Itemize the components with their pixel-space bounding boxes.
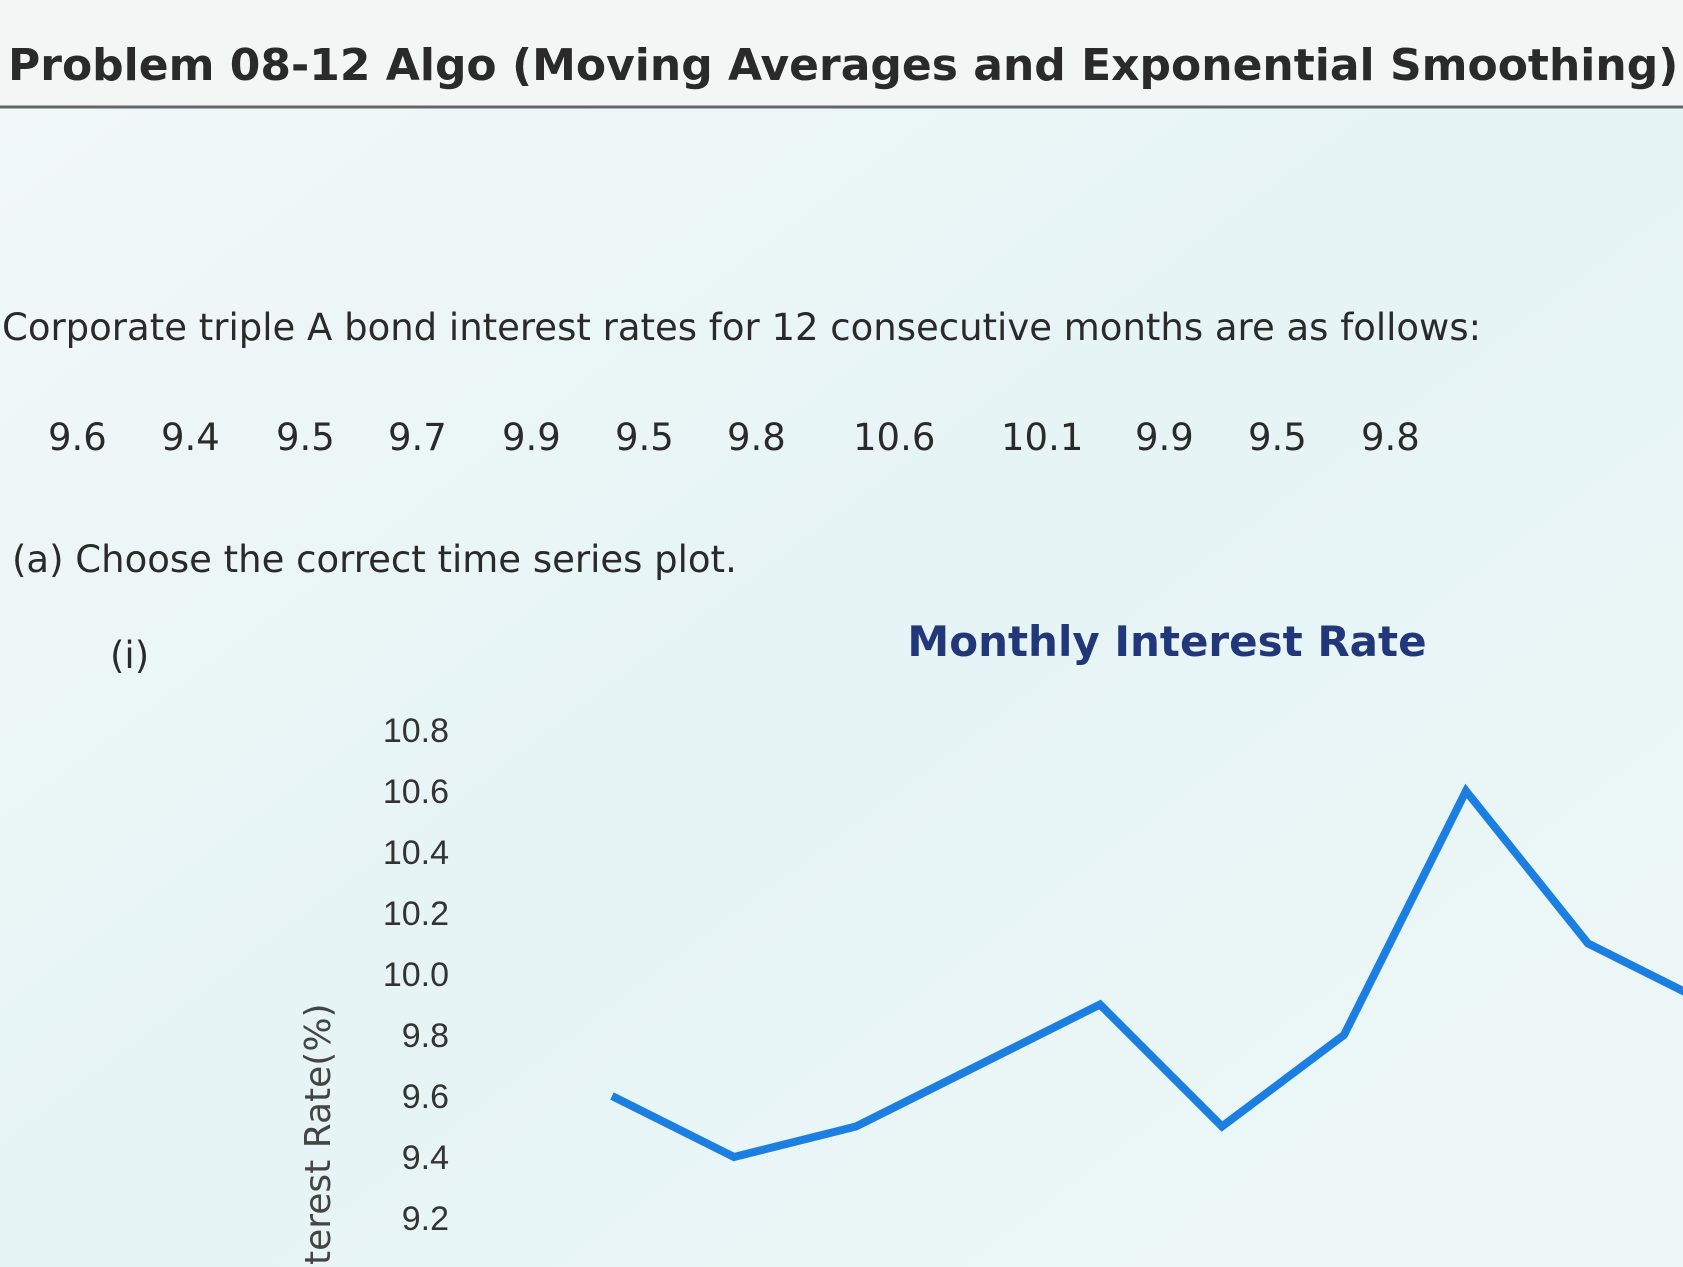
rate-value: 9.9 [1135,416,1194,459]
y-tick-label: 10.8 [383,712,449,750]
rate-value: 9.5 [1248,416,1307,459]
rate-value: 9.5 [276,416,335,459]
rate-value: 9.9 [502,416,561,459]
y-axis-label: terest Rate(%) [298,1003,339,1265]
y-tick-label: 10.4 [383,834,449,872]
rate-list: 9.6 9.4 9.5 9.7 9.9 9.5 9.8 10.6 10.1 9.9 9.5 9.8 [48,416,1420,459]
part-a: (a) Choose the correct time series plot. [12,538,737,581]
rate-value: 9.4 [161,416,220,459]
rate-value: 9.7 [388,416,447,459]
rate-value: 9.6 [48,416,107,459]
chart-title: Monthly Interest Rate [907,617,1426,666]
option-label[interactable]: (i) [110,634,149,677]
y-tick-label: 10.2 [383,895,449,933]
y-tick-label: 9.4 [402,1139,449,1177]
header-bar [0,0,1683,107]
y-tick-label: 9.2 [402,1200,449,1238]
problem-text: Corporate triple A bond interest rates f… [2,306,1481,349]
y-tick-label: 10.0 [383,956,449,994]
y-tick-label: 10.6 [383,773,449,811]
y-tick-label: 9.6 [402,1078,449,1116]
plot-area: 10.8 10.6 10.4 10.2 10.0 9.8 9.6 9.4 9.2 [383,712,1683,1238]
data-line [610,783,1683,1162]
problem-title: Problem 08-12 Algo (Moving Averages and … [8,40,1678,91]
rate-value: 9.8 [1361,416,1420,459]
rate-value: 10.1 [1001,416,1083,459]
y-tick-label: 9.8 [402,1017,449,1055]
rate-value: 9.5 [615,416,674,459]
rate-value: 10.6 [853,416,935,459]
rate-value: 9.8 [727,416,786,459]
